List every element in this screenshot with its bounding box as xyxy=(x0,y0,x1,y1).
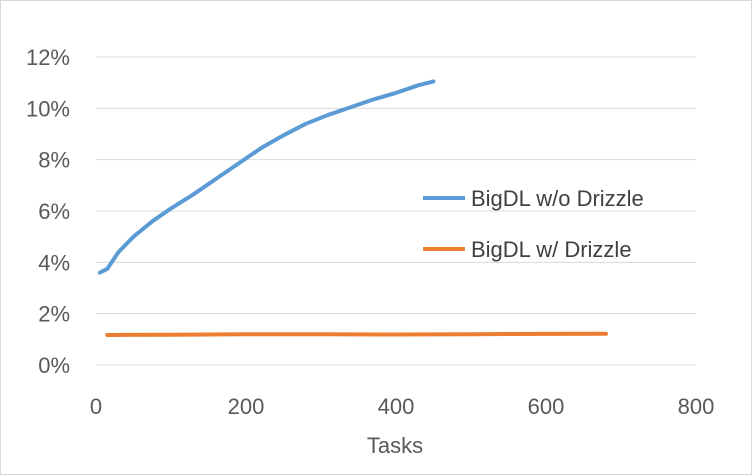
y-tick-label: 12% xyxy=(26,45,70,70)
series-lines xyxy=(97,79,608,337)
y-tick-label: 2% xyxy=(38,302,70,327)
x-tick-label: 800 xyxy=(678,394,715,419)
y-tick-label: 6% xyxy=(38,199,70,224)
y-tick-label: 8% xyxy=(38,148,70,173)
x-axis-tick-labels: 0 200 400 600 800 xyxy=(90,394,714,419)
legend-label-0: BigDL w/o Drizzle xyxy=(471,186,644,211)
x-tick-label: 400 xyxy=(378,394,415,419)
gridlines xyxy=(96,56,696,366)
x-axis-title: Tasks xyxy=(367,433,423,458)
x-tick-label: 0 xyxy=(90,394,102,419)
x-tick-label: 600 xyxy=(528,394,565,419)
y-tick-label: 10% xyxy=(26,96,70,121)
y-tick-label: 0% xyxy=(38,353,70,378)
legend: BigDL w/o Drizzle BigDL w/ Drizzle xyxy=(423,186,644,262)
series-line-0 xyxy=(97,79,436,275)
x-tick-label: 200 xyxy=(228,394,265,419)
y-axis-tick-labels: 0% 2% 4% 6% 8% 10% 12% xyxy=(26,45,70,378)
legend-label-1: BigDL w/ Drizzle xyxy=(471,237,632,262)
series-line-1 xyxy=(105,331,608,337)
y-tick-label: 4% xyxy=(38,250,70,275)
